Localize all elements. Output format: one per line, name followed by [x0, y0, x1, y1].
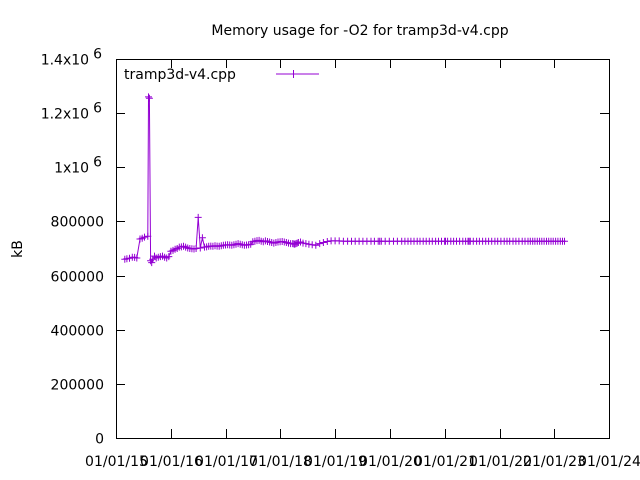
x-tick-label-7: 01/01/22 [469, 454, 532, 470]
y-tick-label-1: 200000 [51, 378, 104, 394]
series-line-0 [124, 95, 565, 264]
y-tick-label-6: 1.2x10 6 [41, 101, 102, 123]
y-tick-label-2: 400000 [51, 324, 104, 340]
plot-border [116, 59, 610, 439]
x-tick-label-4: 01/01/19 [304, 454, 367, 470]
y-tick-label-5: 1x10 6 [54, 155, 102, 177]
data-point-175 [561, 237, 568, 245]
legend: tramp3d-v4.cpp [124, 67, 319, 83]
x-tick-label-6: 01/01/21 [414, 454, 477, 470]
x-tick-label-9: 01/01/24 [578, 454, 640, 470]
data-point-9 [144, 232, 152, 240]
data-point-93 [316, 240, 324, 248]
y-tick-label-7: 1.4x10 6 [41, 47, 102, 69]
data-point-91 [308, 241, 316, 249]
y-axis: 0 200000 400000 600000 800000 1x10 6 1.2x10 6 1.4… [41, 47, 609, 448]
data-point-94 [319, 239, 327, 246]
data-point-36 [194, 213, 202, 221]
data-point-95 [323, 238, 331, 245]
x-tick-label-3: 01/01/18 [249, 454, 312, 470]
data-point-92 [312, 241, 320, 249]
data-point-13 [148, 259, 156, 267]
chart-title: Memory usage for -O2 for tramp3d-v4.cpp [211, 23, 508, 39]
data-point-37 [196, 244, 204, 252]
x-tick-label-0: 01/01/15 [85, 454, 148, 470]
x-tick-label-8: 01/01/23 [523, 454, 586, 470]
data-point-14 [149, 255, 157, 263]
data-point-10 [145, 93, 152, 101]
x-tick-label-1: 01/01/16 [140, 454, 203, 470]
data-point-8 [141, 233, 148, 241]
legend-label: tramp3d-v4.cpp [124, 67, 236, 83]
data-point-22 [165, 253, 173, 261]
x-tick-label-2: 01/01/17 [195, 454, 258, 470]
y-tick-label-3: 600000 [51, 270, 104, 286]
data-point-5 [133, 254, 141, 262]
y-tick-label-4: 800000 [51, 215, 104, 231]
x-axis: 01/01/1501/01/1601/01/1701/01/1801/01/19… [85, 59, 640, 470]
data-point-38 [198, 234, 206, 242]
y-tick-label-0: 0 [95, 432, 104, 448]
series-tramp3d [121, 93, 568, 267]
x-tick-label-5: 01/01/20 [359, 454, 422, 470]
y-axis-label: kB [10, 240, 26, 258]
legend-marker [289, 70, 298, 78]
data-point-11 [145, 94, 153, 102]
data-point-89 [302, 240, 310, 248]
